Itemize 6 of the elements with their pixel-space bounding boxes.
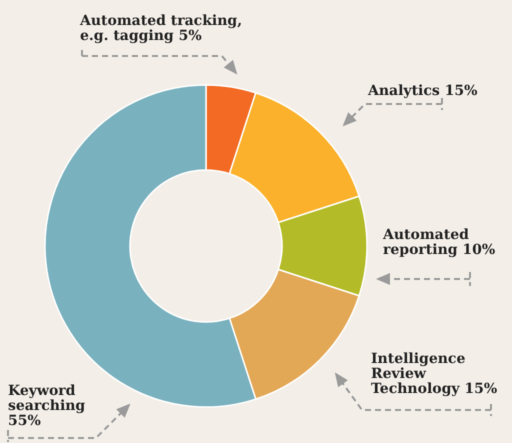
slice-label: Automated tracking, e.g. tagging 5% — [79, 13, 242, 44]
slice-label: Analytics 15% — [367, 83, 478, 99]
slice-label: Intelligence Review Technology 15% — [371, 351, 498, 397]
data-label: 55% — [8, 413, 41, 429]
slice-label: Keyword searching — [8, 383, 86, 414]
slice-label: Automated reporting 10% — [382, 227, 496, 258]
